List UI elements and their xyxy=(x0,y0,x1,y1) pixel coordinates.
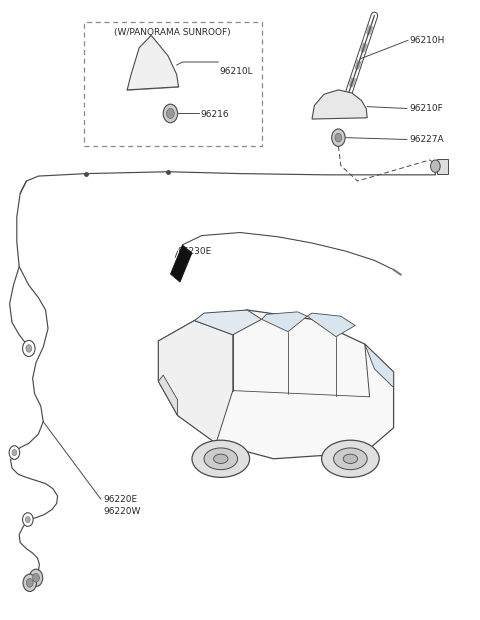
Circle shape xyxy=(9,446,20,459)
Text: 96227A: 96227A xyxy=(409,135,444,144)
Polygon shape xyxy=(158,321,233,443)
Circle shape xyxy=(26,578,33,587)
Circle shape xyxy=(431,160,440,172)
Text: 96216: 96216 xyxy=(201,110,229,119)
Text: (W/PANORAMA SUNROOF): (W/PANORAMA SUNROOF) xyxy=(115,28,231,37)
Polygon shape xyxy=(262,312,307,332)
Ellipse shape xyxy=(343,454,358,464)
Ellipse shape xyxy=(322,440,379,477)
Circle shape xyxy=(332,129,345,146)
Circle shape xyxy=(12,450,17,456)
Ellipse shape xyxy=(192,440,250,477)
Circle shape xyxy=(26,345,32,352)
Circle shape xyxy=(335,133,342,142)
Circle shape xyxy=(163,104,178,123)
Text: 96220W: 96220W xyxy=(103,507,141,516)
Circle shape xyxy=(33,574,39,582)
Circle shape xyxy=(23,574,36,591)
Ellipse shape xyxy=(214,454,228,464)
Ellipse shape xyxy=(204,448,238,470)
Polygon shape xyxy=(194,310,262,335)
Polygon shape xyxy=(158,310,394,459)
Ellipse shape xyxy=(334,448,367,470)
Text: 96210F: 96210F xyxy=(409,104,443,113)
Polygon shape xyxy=(158,375,178,415)
Circle shape xyxy=(29,569,43,587)
Text: 96210L: 96210L xyxy=(220,67,253,76)
Polygon shape xyxy=(170,245,192,282)
Text: 96220E: 96220E xyxy=(103,495,137,503)
Text: 96210H: 96210H xyxy=(409,36,445,45)
Polygon shape xyxy=(437,159,448,174)
Circle shape xyxy=(25,516,30,523)
Text: 96230E: 96230E xyxy=(178,247,212,255)
Circle shape xyxy=(23,340,35,356)
Circle shape xyxy=(167,108,174,118)
Bar xyxy=(84,22,262,146)
Polygon shape xyxy=(312,90,367,119)
Polygon shape xyxy=(127,35,179,90)
Polygon shape xyxy=(307,313,355,337)
Polygon shape xyxy=(365,344,394,388)
Circle shape xyxy=(23,513,33,526)
